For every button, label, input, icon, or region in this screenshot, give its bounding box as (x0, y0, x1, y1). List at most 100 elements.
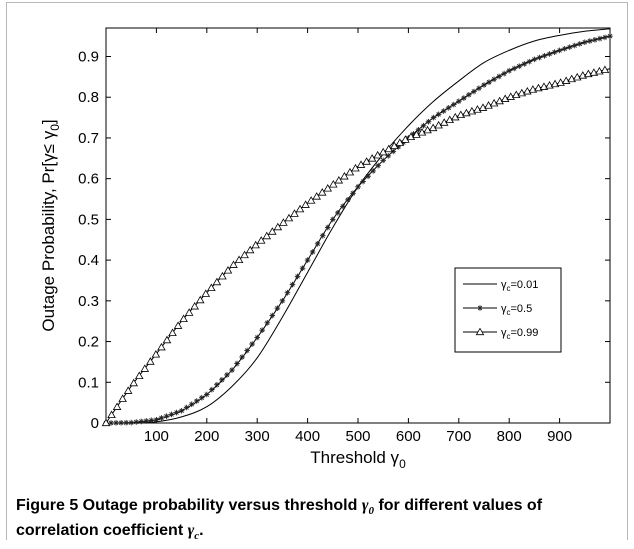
series-3-marker (406, 132, 416, 141)
series-2-marker (188, 401, 195, 408)
series-2-marker (380, 157, 386, 164)
series-3-marker (268, 227, 277, 235)
series-2-marker (330, 216, 336, 223)
series-2-marker (607, 33, 613, 39)
star-stroke (552, 49, 557, 55)
series-2-marker (526, 58, 533, 65)
figure-caption: Figure 5 Outage probability versus thres… (16, 494, 616, 544)
series-2-marker (375, 162, 381, 169)
series-2-marker (536, 54, 543, 61)
series-2-marker (511, 65, 518, 72)
star-stroke (547, 51, 552, 57)
x-tick-label: 700 (446, 428, 471, 445)
star-stroke (254, 335, 260, 340)
star-stroke (572, 43, 577, 48)
star-stroke (587, 38, 593, 44)
star-stroke (391, 149, 396, 154)
series-3-marker (423, 125, 432, 134)
series-2-marker (299, 265, 306, 272)
star-stroke (234, 361, 240, 366)
star-stroke (426, 119, 431, 124)
y-tick-label: 0.5 (78, 211, 99, 228)
series-2-marker (597, 35, 603, 42)
series-3-marker (306, 196, 316, 204)
series-2-marker (284, 289, 291, 296)
star-stroke (501, 71, 507, 76)
series-3-marker (151, 350, 161, 358)
series-3-marker (173, 321, 183, 329)
x-tick-label: 300 (245, 428, 270, 445)
star-stroke (285, 290, 290, 295)
star-stroke (511, 66, 517, 71)
series-2-marker (143, 418, 150, 424)
series-2-marker (224, 372, 230, 378)
star-stroke (527, 59, 532, 64)
star-stroke (481, 82, 487, 88)
series-2-marker (309, 249, 316, 255)
series-2-marker (148, 417, 155, 424)
x-tick-label: 500 (345, 428, 370, 445)
legend-label-3: γc=0.99 (501, 327, 538, 341)
star-stroke (108, 420, 114, 426)
series-3-marker (323, 184, 333, 192)
series-2-marker (471, 88, 477, 95)
series-3-marker (600, 65, 610, 74)
star-stroke (325, 225, 331, 230)
star-stroke (239, 354, 245, 360)
star-stroke (154, 417, 159, 423)
x-axis-label: Threshold γ0 (310, 448, 406, 471)
star-stroke (214, 382, 220, 387)
star-stroke (149, 418, 154, 423)
y-tick-label: 0.4 (78, 252, 99, 269)
series-2-marker (239, 354, 245, 360)
star-stroke (259, 327, 265, 333)
series-3-marker (179, 314, 188, 323)
star-stroke (159, 415, 164, 421)
series-2-marker (365, 173, 371, 180)
series-2-marker (506, 67, 512, 74)
star-stroke (345, 197, 351, 203)
series-3-marker (201, 289, 211, 297)
star-stroke (204, 392, 210, 397)
star-stroke (310, 249, 315, 255)
series-2-marker (430, 114, 437, 121)
series-2-marker (254, 334, 260, 341)
series-3-marker (295, 204, 305, 213)
star-stroke (113, 420, 119, 426)
star-stroke (224, 372, 230, 378)
series-2-marker (269, 312, 276, 319)
series-line-2 (105, 35, 611, 424)
series-3-marker (251, 240, 260, 249)
series-3-marker (273, 222, 283, 231)
star-stroke (244, 348, 250, 353)
series-2-marker (209, 386, 215, 393)
series-3-marker (157, 342, 166, 351)
series-2-marker (133, 419, 140, 425)
series-2-marker (128, 419, 134, 426)
series-2-marker (582, 39, 588, 46)
star-stroke (380, 158, 386, 163)
series-3-marker (184, 308, 194, 316)
star-stroke (446, 105, 451, 111)
series-2-marker (168, 411, 175, 418)
series-2-marker (516, 63, 523, 69)
series-2-marker (173, 409, 180, 416)
series-2-marker (153, 416, 160, 423)
series-3-marker (500, 94, 510, 102)
series-3-marker (223, 266, 233, 274)
star-stroke (592, 37, 598, 43)
star-stroke (360, 179, 366, 184)
series-2-marker (496, 73, 502, 80)
star-stroke (189, 401, 194, 407)
series-3-marker (218, 271, 227, 280)
caption-text-b: for different values of correlation coef… (16, 497, 543, 539)
series-2-marker (456, 98, 462, 105)
star-stroke (305, 257, 310, 263)
series-2-marker (279, 298, 286, 304)
series-3-marker (262, 231, 272, 240)
y-tick-label: 0.3 (78, 293, 99, 310)
series-3-marker (484, 101, 493, 109)
series-2-marker (324, 224, 331, 231)
series-2-marker (445, 105, 452, 111)
series-2-marker (370, 168, 376, 174)
